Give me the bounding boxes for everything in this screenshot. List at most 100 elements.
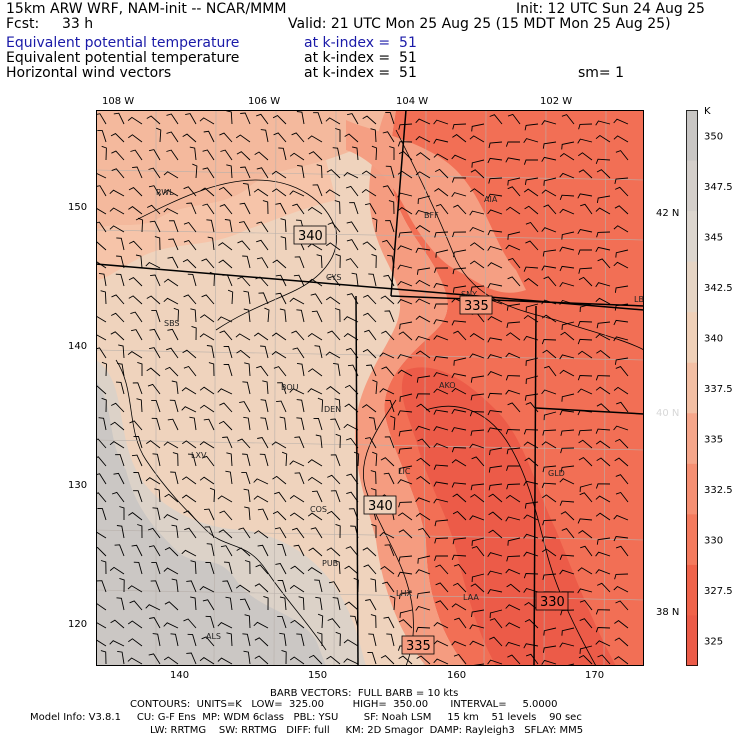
wind-barb: [451, 427, 467, 433]
wind-barb: [368, 633, 377, 647]
wind-barb: [453, 582, 467, 593]
wind-barb: [128, 512, 143, 521]
wind-barb: [100, 560, 107, 575]
wind-barb: [577, 193, 593, 199]
footer-model-info: Model Info: V3.8.1 CU: G-F Ens MP: WDM 6…: [30, 712, 582, 723]
wind-barb: [433, 622, 449, 629]
wind-barb: [613, 225, 629, 233]
wind-barb: [389, 146, 395, 160]
wind-barb: [145, 604, 161, 611]
wind-barb: [147, 527, 161, 539]
wind-barb: [127, 585, 143, 593]
wind-barb: [163, 514, 179, 521]
wind-barb: [506, 332, 521, 341]
wind-barb: [127, 620, 143, 629]
wind-barb: [579, 492, 593, 503]
wind-barb: [163, 656, 179, 665]
wind-barb: [433, 119, 449, 125]
wind-barb: [279, 308, 287, 323]
wind-barb: [398, 619, 413, 629]
wind-barb: [487, 570, 503, 576]
wind-barb: [335, 433, 341, 449]
wind-barb: [380, 457, 395, 467]
wind-barb: [227, 289, 234, 305]
wind-barb: [242, 182, 251, 197]
wind-barb: [152, 633, 161, 647]
wind-barb: [242, 255, 251, 269]
wind-barb: [130, 149, 143, 161]
wind-barb: [613, 135, 629, 143]
wind-barb: [525, 240, 539, 251]
wind-barb: [524, 457, 539, 467]
wind-barb: [382, 131, 395, 143]
wind-barb: [149, 328, 161, 341]
wind-barb: [370, 578, 377, 593]
wind-barb: [580, 545, 593, 557]
wind-barb: [129, 240, 143, 251]
wind-barb: [615, 366, 629, 377]
wind-barb: [186, 580, 197, 593]
wind-barb: [127, 657, 143, 665]
wind-barb: [217, 316, 233, 323]
wind-barb: [469, 411, 485, 417]
wind-barb: [523, 335, 539, 341]
wind-barb: [280, 218, 287, 233]
wind-barb: [109, 640, 125, 647]
wind-barb: [398, 429, 413, 437]
wind-barb: [595, 428, 611, 434]
forecast-label: Fcst:: [6, 16, 40, 32]
wind-barb: [541, 189, 557, 197]
colorbar-segment: [686, 261, 698, 313]
wind-barb: [314, 579, 323, 593]
wind-barb: [615, 150, 629, 161]
colorbar-label: 327.5: [704, 586, 733, 597]
station-laa: LAA: [463, 593, 479, 602]
wind-barb: [368, 417, 377, 431]
wind-barb: [271, 170, 287, 179]
wind-barb: [417, 555, 431, 564]
wind-barb: [127, 116, 143, 125]
wind-barb: [433, 319, 449, 325]
wind-barb: [219, 402, 233, 413]
wind-barb: [543, 276, 557, 287]
wind-barb: [595, 483, 611, 489]
wind-barb: [506, 465, 520, 471]
wind-barb: [335, 128, 341, 142]
contour-label-340-south: 340: [368, 499, 393, 514]
station-gld: GLD: [548, 469, 565, 478]
wind-barb: [433, 138, 449, 144]
wind-barb: [453, 357, 467, 366]
wind-barb: [296, 417, 305, 431]
wind-barb: [237, 240, 251, 251]
wind-barb: [307, 512, 323, 521]
wind-barb: [223, 345, 233, 359]
wind-barb: [275, 274, 287, 287]
wind-barb: [380, 655, 395, 665]
wind-barb: [235, 333, 251, 341]
wind-barb: [487, 230, 503, 236]
wind-barb: [146, 440, 161, 449]
wind-barb: [186, 652, 197, 665]
wind-barb: [559, 246, 575, 252]
wind-barb: [201, 258, 215, 269]
wind-barb: [451, 320, 467, 326]
wind-barb: [523, 314, 539, 323]
wind-barb: [415, 225, 431, 233]
wind-barb: [326, 386, 341, 395]
wind-barb: [119, 577, 125, 593]
wind-barb: [293, 274, 305, 287]
colorbar-label: 337.5: [704, 384, 733, 395]
wind-barb: [202, 167, 215, 179]
wind-barb: [488, 529, 503, 539]
wind-barb: [326, 242, 341, 251]
wind-barb: [488, 511, 503, 521]
wind-barb: [203, 130, 215, 143]
wind-barb: [334, 560, 341, 575]
wind-barb: [243, 488, 251, 503]
wind-barb: [96, 385, 107, 395]
wind-barb: [578, 276, 593, 287]
wind-barb: [523, 441, 539, 449]
wind-barb: [613, 536, 629, 542]
wind-barb: [524, 177, 539, 185]
wind-barb: [237, 438, 251, 449]
